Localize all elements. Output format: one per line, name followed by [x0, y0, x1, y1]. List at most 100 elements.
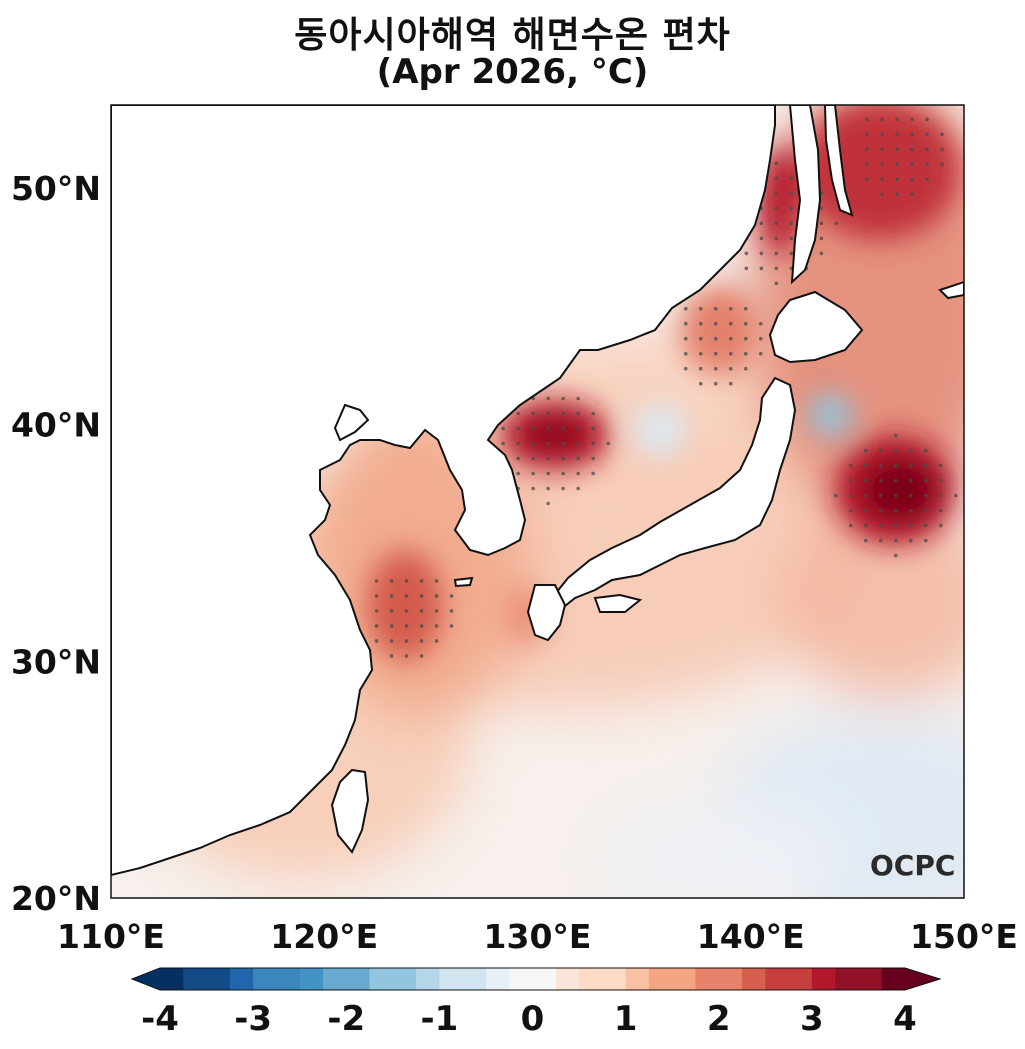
stipple-dot — [848, 463, 853, 468]
stipple-dot — [910, 192, 914, 197]
stipple-dot — [546, 441, 550, 446]
colorbar-segment — [602, 968, 627, 990]
stipple-dot — [404, 639, 409, 643]
lon-tick-label: 130°E — [484, 917, 592, 956]
colorbar-segment — [835, 968, 859, 990]
stipple-dot — [819, 206, 824, 211]
stipple-dot — [576, 396, 580, 401]
stipple-dot — [419, 594, 424, 598]
stipple-dot — [908, 463, 913, 468]
stipple-dot — [743, 336, 748, 341]
stipple-dot — [910, 162, 914, 167]
stipple-dot — [561, 456, 565, 461]
stipple-dot — [878, 493, 883, 498]
colorbar-segment — [742, 968, 766, 990]
stipple-dot — [878, 508, 883, 513]
stipple-dot — [501, 441, 505, 446]
stipple-dot — [683, 351, 688, 356]
stipple-dot — [759, 251, 764, 256]
stipple-dot — [389, 654, 394, 658]
stipple-dot — [925, 177, 929, 182]
stipple-dot — [863, 493, 868, 498]
stipple-dot — [848, 493, 853, 498]
colorbar-segment — [392, 968, 417, 990]
colorbar-segment — [625, 968, 650, 990]
stipple-dot — [744, 266, 749, 271]
stipple-dot — [434, 609, 439, 613]
stipple-dot — [940, 162, 944, 167]
stipple-dot — [683, 321, 688, 326]
stipple-dot — [878, 478, 883, 483]
stipple-dot — [923, 508, 928, 513]
colorbar-tick-label: 4 — [893, 999, 917, 1039]
stipple-dot — [389, 609, 394, 613]
stipple-dot — [743, 306, 748, 311]
stipple-dot — [819, 236, 824, 241]
stipple-dot — [713, 321, 718, 326]
stipple-dot — [744, 251, 749, 256]
stipple-dot — [774, 176, 779, 181]
stipple-dot — [895, 117, 899, 122]
stipple-dot — [713, 366, 718, 371]
svg-text:OCPC: OCPC — [870, 849, 955, 882]
lon-tick-label: 140°E — [697, 917, 805, 956]
stipple-dot — [728, 366, 733, 371]
colorbar-segment — [811, 968, 836, 990]
stipple-dot — [419, 609, 424, 613]
stipple-dot — [759, 236, 764, 241]
land-mask — [111, 105, 964, 877]
colorbar-segment — [229, 968, 254, 990]
stipple-dot — [878, 538, 883, 543]
stipple-dot — [576, 411, 580, 416]
stipple-dot — [374, 609, 379, 613]
stipple-dot — [880, 147, 884, 152]
stipple-dot — [774, 236, 779, 241]
stipple-dot — [683, 336, 688, 341]
colorbar-tick-label: -2 — [327, 999, 365, 1039]
stipple-dot — [434, 594, 439, 598]
colorbar-segment — [485, 968, 510, 990]
colorbar-tick-label: 0 — [521, 999, 545, 1039]
colorbar-segment — [346, 968, 371, 990]
stipple-dot — [419, 639, 424, 643]
stipple-dot — [759, 266, 764, 271]
stipple-dot — [910, 117, 914, 122]
stipple-dot — [389, 639, 394, 643]
stipple-dot — [895, 177, 899, 182]
stipple-dot — [774, 281, 779, 286]
stipple-dot — [878, 523, 883, 528]
stipple-dot — [789, 236, 794, 241]
stipple-dot — [434, 639, 439, 643]
stipple-dot — [789, 221, 794, 226]
stipple-dot — [908, 538, 913, 543]
stipple-dot — [683, 366, 688, 371]
stipple-dot — [848, 478, 853, 483]
stipple-dot — [910, 177, 914, 182]
stipple-dot — [938, 463, 943, 468]
stipple-dot — [938, 508, 943, 513]
stipple-dot — [434, 624, 439, 628]
stipple-dot — [878, 448, 883, 453]
stipple-dot — [819, 221, 824, 226]
stipple-dot — [893, 448, 898, 453]
stipple-dot — [774, 221, 779, 226]
colorbar-segment — [322, 968, 347, 990]
stipple-dot — [561, 486, 565, 491]
stipple-dot — [923, 538, 928, 543]
stipple-dot — [531, 426, 535, 431]
stipple-dot — [449, 594, 454, 598]
stipple-dot — [698, 366, 703, 371]
colorbar-tick-label: 1 — [614, 999, 638, 1039]
lon-tick-label: 150°E — [910, 917, 1018, 956]
stipple-dot — [863, 508, 868, 513]
stipple-dot — [880, 132, 884, 137]
stipple-dot — [389, 624, 394, 628]
colorbar-segment — [532, 968, 557, 990]
stipple-dot — [449, 624, 454, 628]
colorbar-tick-label: -1 — [420, 999, 458, 1039]
stipple-dot — [419, 654, 424, 658]
stipple-dot — [789, 251, 794, 256]
stipple-dot — [531, 411, 535, 416]
stipple-dot — [606, 441, 610, 446]
